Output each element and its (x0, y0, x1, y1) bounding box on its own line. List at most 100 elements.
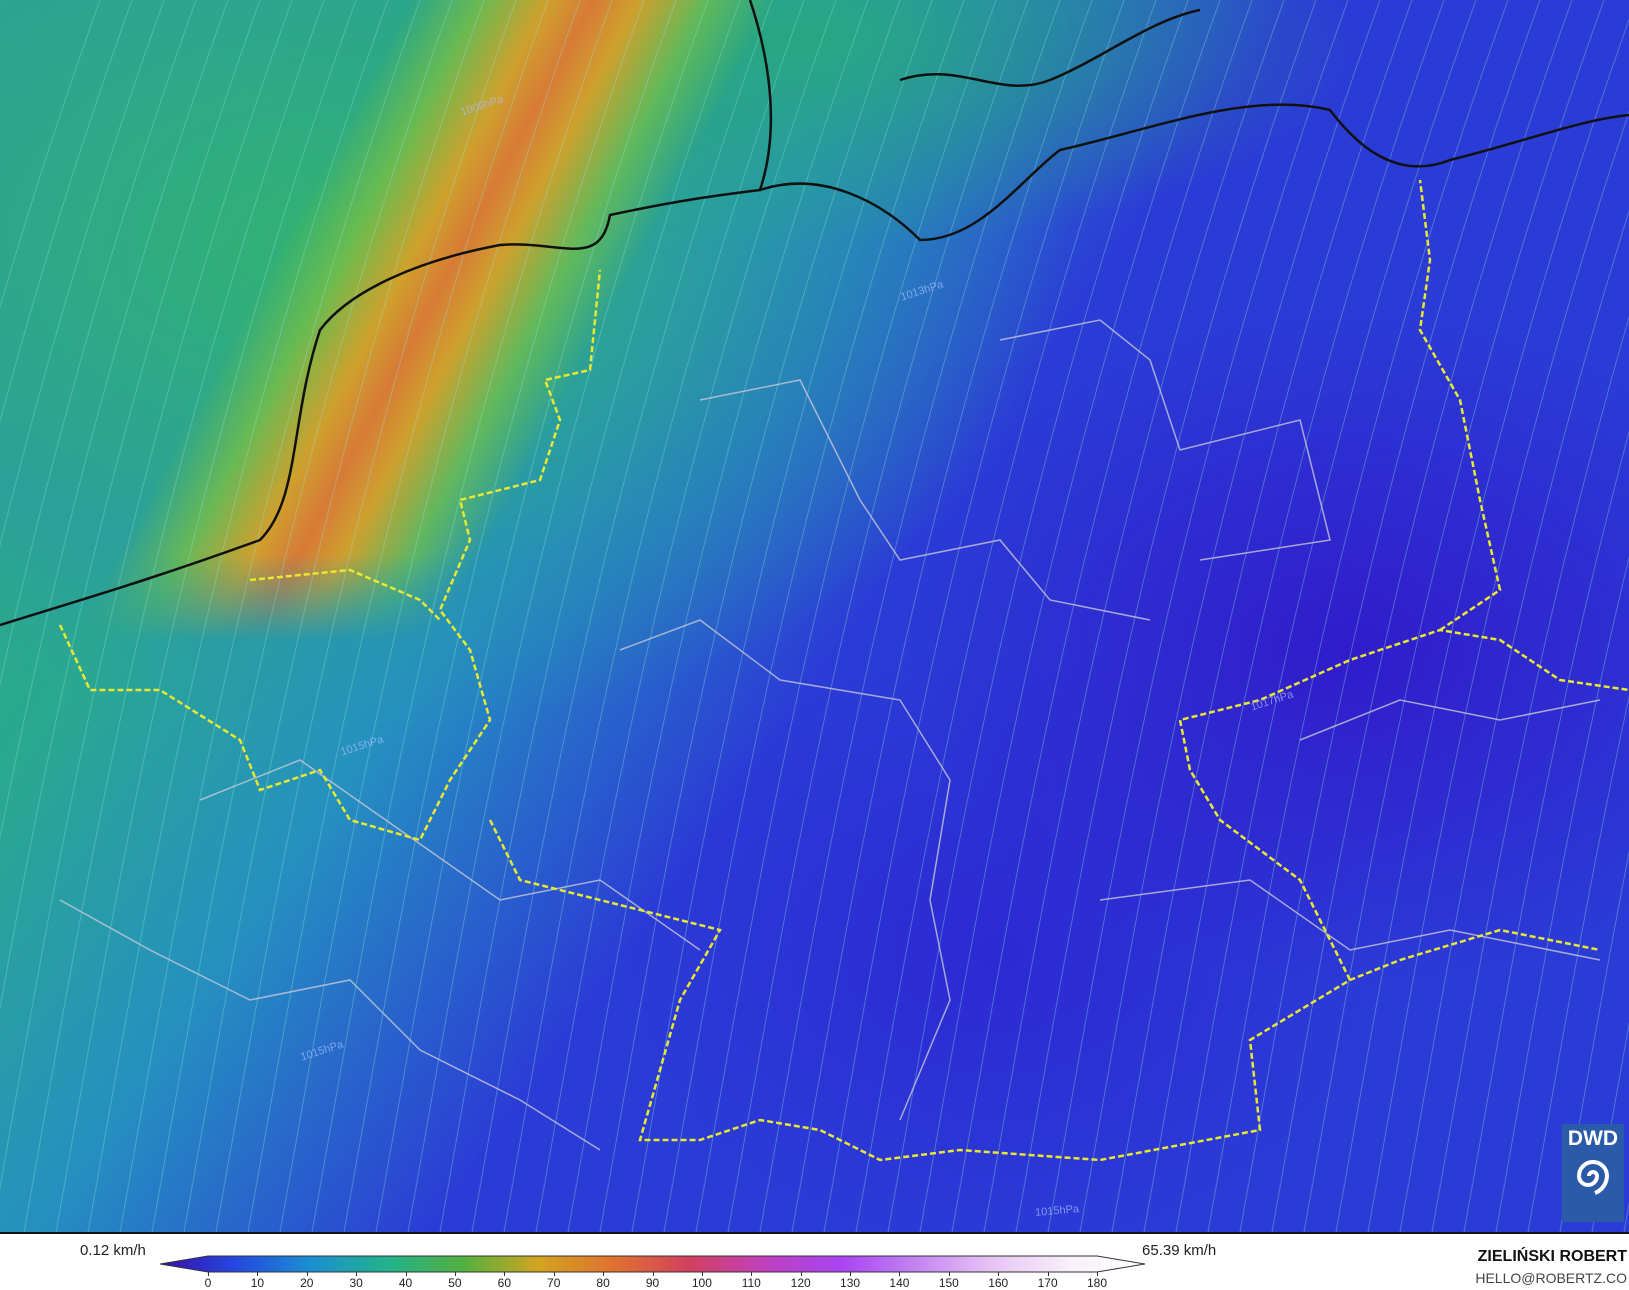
tick-mark (800, 1272, 802, 1276)
streamline (1175, 0, 1477, 1232)
streamline (0, 0, 133, 423)
tick-mark (553, 1272, 555, 1276)
low-wind-area (0, 0, 1629, 1232)
streamline (87, 0, 389, 1232)
tick-mark (257, 1272, 259, 1276)
tick-mark (850, 1272, 852, 1276)
streamline (1047, 0, 1349, 1232)
tick-label: 10 (250, 1276, 265, 1290)
streamline (0, 0, 197, 686)
streamline (279, 0, 581, 1232)
streamline (183, 0, 485, 1232)
streamline (567, 0, 869, 1232)
tick-mark (899, 1272, 901, 1276)
tick-label: 20 (300, 1276, 314, 1290)
tick-label: 130 (840, 1276, 861, 1290)
tick-label: 150 (938, 1276, 959, 1290)
streamline (119, 0, 421, 1232)
tick-label: 70 (547, 1276, 561, 1290)
streamline (1495, 555, 1629, 1232)
streamline (0, 0, 101, 309)
streamline (55, 0, 357, 1232)
tick-mark (454, 1272, 456, 1276)
tick-label: 140 (889, 1276, 910, 1290)
streamline (599, 0, 901, 1232)
streamline (631, 0, 933, 1232)
streamline (887, 0, 1189, 1232)
streamline (983, 0, 1285, 1232)
streamline (535, 0, 837, 1232)
coastline (0, 0, 1629, 627)
streamline (1399, 209, 1629, 1232)
streamline (503, 0, 805, 1232)
streamline (0, 0, 293, 1191)
streamline (407, 0, 709, 1232)
tick-mark (998, 1272, 1000, 1276)
streamline (1207, 0, 1509, 1232)
streamline (23, 0, 325, 1232)
streamline (1591, 1021, 1629, 1232)
tick-mark (356, 1272, 358, 1276)
streamline (855, 0, 1157, 1232)
streamline (151, 0, 453, 1232)
streamline (1431, 315, 1629, 1232)
tick-mark (751, 1272, 753, 1276)
tick-mark (405, 1272, 407, 1276)
streamline (1079, 0, 1381, 1232)
streamline (0, 0, 229, 840)
streamline (0, 0, 261, 1011)
max-speed-label: 65.39 km/h (1142, 1242, 1217, 1259)
tick-mark (1097, 1272, 1098, 1276)
streamline (1111, 0, 1413, 1232)
tick-label: 80 (596, 1276, 610, 1290)
country-borders (58, 179, 1629, 1162)
streamline (823, 0, 1125, 1232)
streamline (951, 0, 1253, 1232)
streamline (1559, 850, 1629, 1232)
streamline (215, 0, 517, 1232)
streamline (1527, 695, 1629, 1232)
tick-label: 90 (645, 1276, 660, 1290)
tick-mark (603, 1272, 605, 1276)
tick-label: 120 (790, 1276, 811, 1290)
streamline (1303, 0, 1605, 1232)
tick-mark (504, 1272, 506, 1276)
streamline (375, 0, 677, 1232)
tick-mark (208, 1272, 209, 1276)
tick-mark (1047, 1272, 1049, 1276)
streamline (1335, 18, 1629, 1232)
tick-label: 60 (497, 1276, 512, 1290)
streamline (727, 0, 1029, 1232)
tick-label: 40 (398, 1276, 413, 1290)
tick-label: 160 (988, 1276, 1009, 1290)
streamline (0, 0, 165, 548)
tick-label: 110 (741, 1276, 761, 1290)
wind-speed-map[interactable]: 1009hPa 1013hPa 1015hPa 1015hPa 1017hPa … (0, 0, 1629, 1232)
tick-mark (306, 1272, 308, 1276)
streamline (311, 0, 613, 1232)
tick-label: 180 (1086, 1276, 1108, 1290)
dwd-logo: DWD (1562, 1124, 1624, 1222)
streamline (1367, 110, 1629, 1232)
borders (0, 0, 1629, 1162)
author-name: ZIELIŃSKI ROBERT (1477, 1248, 1627, 1265)
streamline (247, 0, 549, 1232)
tick-label: 170 (1037, 1276, 1058, 1290)
logo-text: DWD (1567, 1127, 1619, 1150)
author-email[interactable]: HELLO@ROBERTZ.CO (1475, 1270, 1627, 1286)
tick-label: 0 (204, 1276, 212, 1290)
swirl-icon (1576, 1160, 1610, 1195)
streamline (759, 0, 1061, 1232)
legend-bar: 0.12 km/h 0 10 20 30 40 50 60 70 80 90 100 110 120 13… (0, 1232, 1629, 1290)
streamline (439, 0, 741, 1232)
colorbar (160, 1255, 1146, 1273)
streamline (471, 0, 773, 1232)
streamline (1143, 0, 1445, 1232)
tick-label: 50 (448, 1276, 462, 1290)
streamline (695, 0, 997, 1232)
tick-label: 100 (691, 1276, 712, 1290)
streamline (1463, 430, 1629, 1232)
streamlines (0, 0, 1629, 1232)
streamline (1015, 0, 1317, 1232)
min-speed-label: 0.12 km/h (80, 1242, 146, 1259)
